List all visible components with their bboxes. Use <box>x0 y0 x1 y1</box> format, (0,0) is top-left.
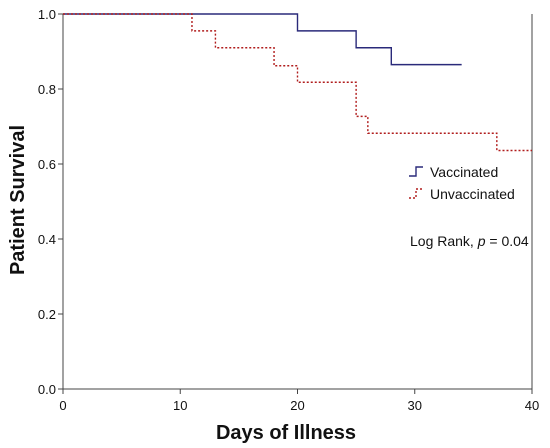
legend-label-vaccinated: Vaccinated <box>430 164 498 180</box>
legend-swatch-unvaccinated <box>409 188 423 199</box>
legend-label-unvaccinated: Unvaccinated <box>430 186 515 202</box>
chart-legend: Vaccinated Unvaccinated <box>409 164 515 202</box>
y-tick-label: 0.4 <box>38 232 56 247</box>
x-tick-label: 30 <box>408 398 422 413</box>
series-line-vaccinated <box>63 13 462 66</box>
annotation-p-symbol: p <box>477 233 486 249</box>
y-tick-label: 0.2 <box>38 307 56 322</box>
y-tick-label: 0.8 <box>38 82 56 97</box>
chart-ticks: 0 10 20 30 40 0.0 0.2 0.4 0.6 0.8 1.0 <box>38 7 539 413</box>
annotation-value: = 0.04 <box>486 233 529 249</box>
y-tick-label: 1.0 <box>38 7 56 22</box>
y-tick-label: 0.6 <box>38 157 56 172</box>
x-tick-label: 40 <box>525 398 539 413</box>
log-rank-annotation: Log Rank, p = 0.04 <box>410 233 529 249</box>
x-axis-title: Days of Illness <box>216 422 356 444</box>
x-tick-label: 10 <box>173 398 187 413</box>
chart-series <box>63 13 532 152</box>
legend-swatch-vaccinated <box>409 166 423 177</box>
series-line-unvaccinated <box>63 13 532 152</box>
annotation-prefix: Log Rank, <box>410 233 478 249</box>
y-axis-title: Patient Survival <box>7 125 29 275</box>
x-tick-label: 0 <box>59 398 66 413</box>
x-tick-label: 20 <box>290 398 304 413</box>
y-tick-label: 0.0 <box>38 382 56 397</box>
